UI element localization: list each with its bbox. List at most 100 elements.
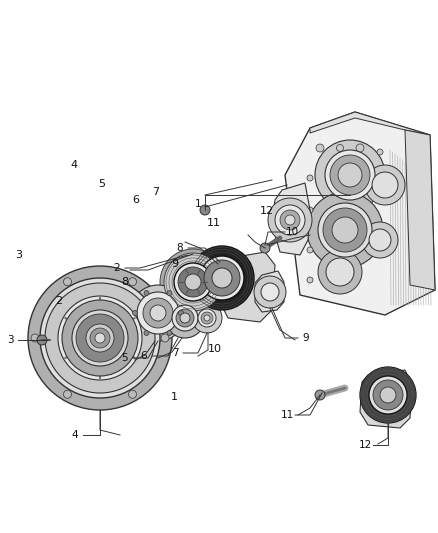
Circle shape [40, 278, 160, 398]
Circle shape [372, 172, 398, 198]
Circle shape [280, 210, 300, 230]
Circle shape [137, 292, 179, 334]
Circle shape [307, 247, 313, 253]
Text: 1: 1 [171, 392, 178, 402]
Circle shape [204, 315, 210, 321]
Circle shape [373, 380, 403, 410]
Text: 10: 10 [286, 227, 299, 237]
Text: 7: 7 [172, 348, 178, 358]
Circle shape [128, 278, 137, 286]
Circle shape [28, 266, 172, 410]
Text: 2: 2 [56, 296, 63, 306]
Circle shape [307, 192, 383, 268]
Circle shape [58, 296, 142, 380]
Circle shape [90, 328, 110, 348]
Circle shape [204, 260, 240, 296]
Circle shape [268, 198, 312, 242]
Circle shape [338, 163, 362, 187]
Circle shape [130, 285, 186, 341]
Circle shape [325, 150, 375, 200]
Circle shape [201, 312, 213, 324]
Circle shape [143, 298, 173, 328]
Polygon shape [255, 271, 284, 312]
Circle shape [326, 258, 354, 286]
Polygon shape [285, 112, 435, 315]
Text: 4: 4 [72, 430, 78, 440]
Text: 6: 6 [132, 195, 139, 205]
Circle shape [360, 367, 416, 423]
Circle shape [318, 203, 372, 257]
Text: 7: 7 [152, 187, 159, 197]
Circle shape [307, 277, 313, 283]
Circle shape [332, 217, 358, 243]
Circle shape [275, 205, 305, 235]
Circle shape [254, 276, 286, 308]
Polygon shape [272, 183, 310, 255]
Circle shape [307, 207, 313, 213]
Circle shape [212, 268, 232, 288]
Circle shape [76, 314, 124, 362]
Circle shape [285, 215, 295, 225]
Circle shape [316, 144, 324, 152]
Text: 3: 3 [7, 335, 13, 345]
Circle shape [261, 283, 279, 301]
Circle shape [174, 263, 212, 301]
Polygon shape [220, 252, 275, 322]
Circle shape [45, 283, 155, 393]
Circle shape [198, 309, 216, 327]
Circle shape [178, 267, 208, 297]
Circle shape [62, 300, 138, 376]
Polygon shape [405, 130, 435, 290]
Text: 5: 5 [122, 353, 128, 363]
Circle shape [172, 305, 198, 331]
Text: 6: 6 [141, 351, 147, 361]
Circle shape [165, 254, 221, 310]
Circle shape [336, 144, 343, 151]
Circle shape [128, 390, 137, 398]
Circle shape [365, 165, 405, 205]
Circle shape [95, 333, 105, 343]
Circle shape [164, 253, 222, 311]
Circle shape [180, 313, 190, 323]
Circle shape [167, 330, 172, 335]
Circle shape [144, 330, 149, 335]
Circle shape [260, 243, 270, 253]
Polygon shape [360, 370, 412, 428]
Text: 2: 2 [114, 263, 120, 273]
Circle shape [64, 390, 71, 398]
Text: 3: 3 [15, 250, 22, 260]
Circle shape [307, 175, 313, 181]
Circle shape [330, 155, 370, 195]
Circle shape [165, 298, 205, 338]
Text: 5: 5 [99, 179, 106, 189]
Circle shape [380, 387, 396, 403]
Circle shape [72, 310, 128, 366]
Circle shape [161, 334, 169, 342]
Circle shape [133, 311, 138, 316]
Text: 11: 11 [207, 218, 221, 228]
Text: 4: 4 [71, 160, 78, 170]
Circle shape [179, 311, 184, 316]
Circle shape [144, 290, 149, 296]
Text: 1: 1 [194, 199, 201, 209]
Circle shape [377, 149, 383, 155]
Text: 8: 8 [121, 278, 128, 287]
Circle shape [315, 390, 325, 400]
Circle shape [323, 208, 367, 252]
Circle shape [200, 256, 244, 300]
Circle shape [31, 334, 39, 342]
Circle shape [176, 309, 194, 327]
Text: 10: 10 [208, 344, 222, 354]
Circle shape [315, 140, 385, 210]
Text: 9: 9 [303, 333, 309, 343]
Circle shape [64, 278, 71, 286]
Text: 8: 8 [177, 243, 184, 253]
Circle shape [356, 144, 364, 152]
Circle shape [369, 229, 391, 251]
Circle shape [167, 290, 172, 296]
Circle shape [37, 335, 47, 345]
Circle shape [362, 222, 398, 258]
Text: 11: 11 [280, 410, 293, 420]
Text: 9: 9 [172, 259, 179, 269]
Circle shape [150, 305, 166, 321]
